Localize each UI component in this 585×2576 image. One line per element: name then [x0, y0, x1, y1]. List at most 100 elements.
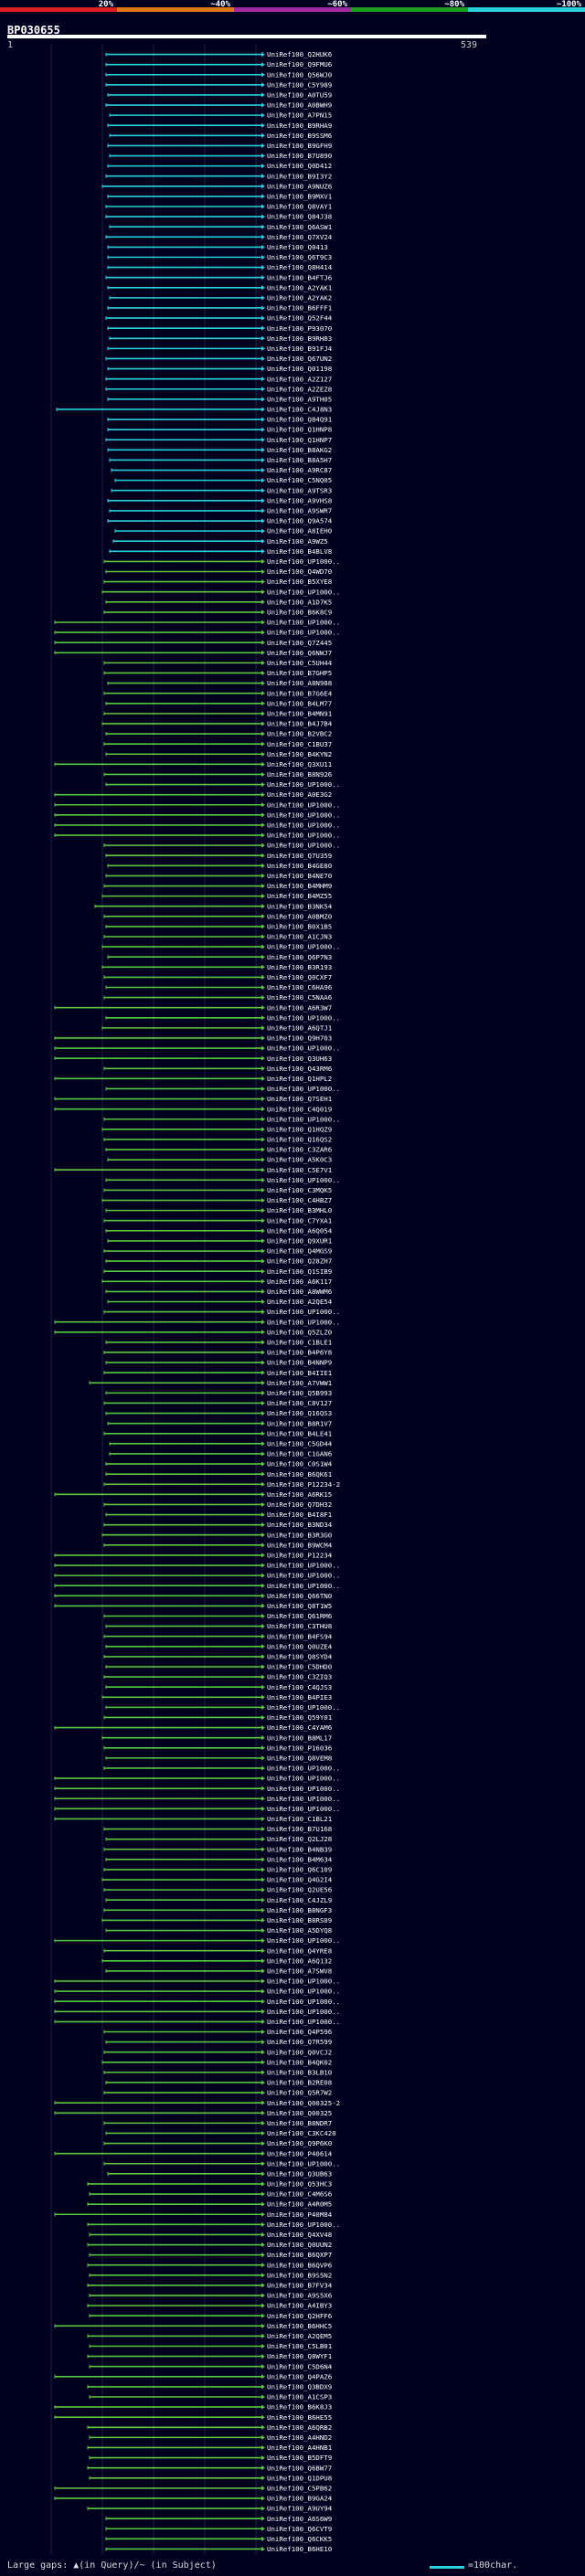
hit-label[interactable]: UniRef100_B8RS09	[267, 1916, 332, 1924]
hit-label[interactable]: UniRef100_B6QXP7	[267, 2251, 332, 2259]
hit-label[interactable]: UniRef100_B5XYE8	[267, 578, 332, 586]
hit-label[interactable]: UniRef100_Q4PAZ6	[267, 2372, 332, 2380]
hit-label[interactable]: UniRef100_A5K0C3	[267, 1156, 332, 1164]
hit-label[interactable]: UniRef100_C1BL21	[267, 1815, 332, 1823]
hit-label[interactable]: UniRef100_C5E7V1	[267, 1166, 332, 1174]
hit-label[interactable]: UniRef100_B0X1B5	[267, 923, 332, 931]
hit-label[interactable]: UniRef100_UP1000..	[267, 822, 340, 830]
hit-label[interactable]: UniRef100_Q5R7W2	[267, 2089, 332, 2097]
hit-label[interactable]: UniRef100_UP1000..	[267, 800, 340, 809]
hit-label[interactable]: UniRef100_Q5B993	[267, 1389, 332, 1397]
hit-label[interactable]: UniRef100_UP1000..	[267, 1977, 340, 1986]
hit-label[interactable]: UniRef100_A6S6W9	[267, 2515, 332, 2523]
hit-label[interactable]: UniRef100_Q2HUK6	[267, 50, 332, 58]
hit-label[interactable]: UniRef100_UP1000..	[267, 1318, 340, 1326]
hit-label[interactable]: UniRef100_Q9P6K0	[267, 2139, 332, 2147]
hit-label[interactable]: UniRef100_B2VBC2	[267, 730, 332, 738]
hit-label[interactable]: UniRef100_Q16QS2	[267, 1136, 332, 1144]
hit-label[interactable]: UniRef100_Q6ASW1	[267, 223, 332, 231]
hit-label[interactable]: UniRef100_Q6P7N3	[267, 953, 332, 961]
hit-label[interactable]: UniRef100_UP1000..	[267, 1572, 340, 1580]
hit-label[interactable]: UniRef100_C4Q019	[267, 1105, 332, 1113]
hit-label[interactable]: UniRef100_UP1000..	[267, 1308, 340, 1316]
hit-label[interactable]: UniRef100_Q7SEH1	[267, 1095, 332, 1103]
hit-label[interactable]: UniRef100_Q6T9C3	[267, 253, 332, 261]
hit-label[interactable]: UniRef100_A4R0M5	[267, 2200, 332, 2209]
hit-label[interactable]: UniRef100_B3ND34	[267, 1521, 333, 1529]
hit-label[interactable]: UniRef100_B4FTJ6	[267, 273, 332, 281]
hit-label[interactable]: UniRef100_P40M84	[267, 2210, 333, 2219]
hit-label[interactable]: UniRef100_A8N988	[267, 679, 332, 687]
hit-label[interactable]: UniRef100_B91FJ4	[267, 345, 333, 353]
hit-label[interactable]: UniRef100_B6HE55	[267, 2413, 332, 2422]
hit-label[interactable]: UniRef100_A6Q054	[267, 1226, 333, 1235]
hit-label[interactable]: UniRef100_Q3BDX9	[267, 2382, 332, 2390]
hit-label[interactable]: UniRef100_Q9A574	[267, 517, 333, 525]
hit-label[interactable]: UniRef100_B4M634	[267, 1855, 333, 1863]
hit-label[interactable]: UniRef100_Q8VAY1	[267, 203, 332, 211]
hit-label[interactable]: UniRef100_A2Z127	[267, 375, 332, 383]
hit-label[interactable]: UniRef100_C1BU37	[267, 740, 332, 748]
hit-label[interactable]: UniRef100_Q5ZLZ0	[267, 1328, 332, 1336]
hit-label[interactable]: UniRef100_B8NDR7	[267, 2119, 332, 2127]
hit-label[interactable]: UniRef100_P40614	[267, 2149, 333, 2157]
hit-label[interactable]: UniRef100_B9S5N2	[267, 2271, 332, 2279]
hit-label[interactable]: UniRef100_C3ZAR6	[267, 1146, 332, 1154]
hit-label[interactable]: UniRef100_Q0CXF7	[267, 973, 332, 981]
hit-label[interactable]: UniRef100_Q4MGS9	[267, 1247, 332, 1256]
hit-label[interactable]: UniRef100_C5LB01	[267, 2342, 332, 2350]
hit-label[interactable]: UniRef100_Q8H414	[267, 263, 333, 271]
hit-label[interactable]: UniRef100_Q2HFF6	[267, 2312, 332, 2320]
hit-label[interactable]: UniRef100_B9RHA9	[267, 122, 332, 130]
hit-label[interactable]: UniRef100_C7YXA1	[267, 1216, 332, 1224]
hit-label[interactable]: UniRef100_UP1000..	[267, 1013, 340, 1022]
hit-label[interactable]: UniRef100_UP1000..	[267, 1176, 340, 1184]
hit-label[interactable]: UniRef100_A4HND2	[267, 2433, 332, 2442]
hit-label[interactable]: UniRef100_UP1000..	[267, 1044, 340, 1053]
hit-label[interactable]: UniRef100_C5PB62	[267, 2484, 332, 2492]
hit-label[interactable]: UniRef100_A9TSR3	[267, 486, 332, 494]
hit-label[interactable]: UniRef100_B3NK54	[267, 902, 333, 910]
hit-label[interactable]: UniRef100_P12234	[267, 1552, 333, 1560]
hit-label[interactable]: UniRef100_B4QK02	[267, 2058, 332, 2066]
hit-label[interactable]: UniRef100_B4IIE1	[267, 1369, 332, 1377]
hit-label[interactable]: UniRef100_A2QE54	[267, 1298, 333, 1306]
hit-label[interactable]: UniRef100_Q1HQZ9	[267, 1125, 332, 1133]
hit-label[interactable]: UniRef100_B9GFH9	[267, 142, 332, 150]
hit-label[interactable]: UniRef100_A9SWR7	[267, 507, 332, 515]
hit-label[interactable]: UniRef100_C5NQ05	[267, 476, 332, 484]
hit-label[interactable]: UniRef100_C3MQK5	[267, 1186, 332, 1194]
hit-label[interactable]: UniRef100_B9SSM6	[267, 132, 332, 140]
hit-label[interactable]: UniRef100_B8AKG2	[267, 446, 332, 454]
hit-label[interactable]: UniRef100_A6QRB2	[267, 2423, 332, 2432]
hit-label[interactable]: UniRef100_Q84J38	[267, 213, 332, 221]
hit-label[interactable]: UniRef100_A1D7K5	[267, 598, 332, 606]
hit-label[interactable]: UniRef100_B4P6Y8	[267, 1349, 332, 1357]
hit-label[interactable]: UniRef100_Q0VCJ2	[267, 2048, 332, 2056]
hit-label[interactable]: UniRef100_B4GE80	[267, 862, 332, 870]
hit-label[interactable]: UniRef100_UP1000..	[267, 1703, 340, 1712]
hit-label[interactable]: UniRef100_B4MN91	[267, 709, 332, 717]
hit-label[interactable]: UniRef100_Q1HNP7	[267, 436, 332, 444]
hit-label[interactable]: UniRef100_UP1000..	[267, 1805, 340, 1813]
hit-label[interactable]: UniRef100_B9I3Y2	[267, 172, 332, 180]
hit-label[interactable]: UniRef100_A9VHS8	[267, 496, 332, 504]
hit-label[interactable]: UniRef100_B6FFF1	[267, 304, 332, 313]
hit-label[interactable]: UniRef100_Q4XV48	[267, 2231, 332, 2239]
hit-label[interactable]: UniRef100_B4LE41	[267, 1429, 332, 1437]
hit-label[interactable]: UniRef100_C8V127	[267, 1399, 332, 1407]
hit-label[interactable]: UniRef100_Q9FMU6	[267, 60, 332, 69]
hit-label[interactable]: UniRef100_Q1SIB9	[267, 1267, 332, 1276]
hit-label[interactable]: UniRef100_Q1HNP8	[267, 426, 332, 434]
hit-label[interactable]: UniRef100_Q9XUR1	[267, 1237, 332, 1246]
hit-label[interactable]: UniRef100_Q7DH32	[267, 1500, 332, 1509]
hit-label[interactable]: UniRef100_C5NAA6	[267, 993, 332, 1002]
hit-label[interactable]: UniRef100_A4HNB1	[267, 2443, 332, 2452]
hit-label[interactable]: UniRef100_UP1000..	[267, 1936, 340, 1945]
hit-label[interactable]: UniRef100_B9MXV1	[267, 193, 332, 201]
hit-label[interactable]: UniRef100_A7SWV8	[267, 1967, 332, 1976]
hit-label[interactable]: UniRef100_B4I8F1	[267, 1511, 332, 1519]
hit-label[interactable]: UniRef100_A2QEM5	[267, 2332, 332, 2340]
hit-label[interactable]: UniRef100_B4MZ55	[267, 892, 332, 900]
hit-label[interactable]: UniRef100_B4NE70	[267, 872, 332, 880]
